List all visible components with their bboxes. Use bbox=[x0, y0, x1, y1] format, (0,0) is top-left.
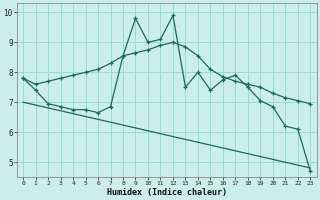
X-axis label: Humidex (Indice chaleur): Humidex (Indice chaleur) bbox=[107, 188, 227, 197]
